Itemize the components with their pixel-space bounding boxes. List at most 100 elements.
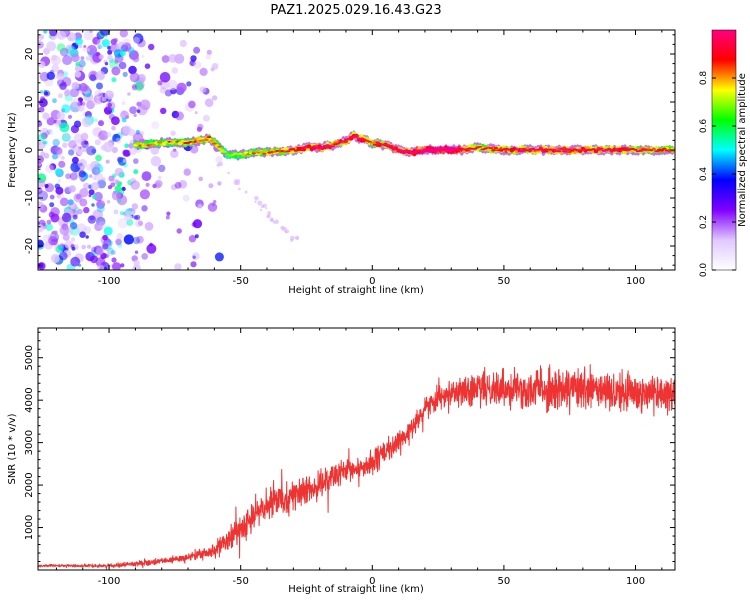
noise-cell	[49, 202, 55, 208]
noise-cell	[117, 242, 123, 248]
noise-cell	[166, 211, 171, 216]
noise-cell	[70, 256, 81, 267]
noise-cell	[38, 155, 44, 164]
noise-cell	[214, 252, 224, 262]
noise-cell	[47, 129, 54, 135]
noise-cell	[83, 92, 94, 102]
ridge-core	[570, 149, 575, 152]
noise-cell	[207, 202, 218, 212]
snr-plot-area	[38, 328, 675, 570]
noise-cell	[119, 211, 125, 216]
noise-cell	[84, 140, 89, 145]
noise-cell	[167, 79, 178, 91]
noise-cell	[194, 111, 198, 115]
noise-cell	[132, 55, 140, 63]
ridge-core	[438, 147, 443, 150]
ridge-core	[625, 149, 630, 152]
noise-cell	[139, 130, 145, 136]
noise-cell	[114, 167, 124, 177]
noise-cell	[160, 107, 167, 115]
noise-cell	[103, 226, 113, 236]
colorbar-axis: 0.0 0.2 0.4 0.6 0.8	[699, 71, 736, 278]
noise-cell	[68, 114, 72, 119]
noise-cell	[56, 194, 61, 199]
noise-cell	[133, 158, 139, 164]
noise-cell	[118, 61, 127, 70]
noise-cell	[61, 212, 72, 223]
noise-cell	[69, 101, 81, 113]
noise-cell	[104, 90, 114, 100]
noise-cell	[227, 171, 230, 175]
ridge-core	[151, 143, 156, 146]
ridge-core	[454, 147, 459, 150]
noise-cell	[49, 194, 55, 200]
noise-cell	[86, 145, 96, 156]
ridge-core	[607, 148, 612, 150]
colorbar-tick-label: 0.2	[699, 215, 709, 229]
noise-cell	[139, 189, 150, 200]
noise-cell	[96, 82, 103, 90]
noise-cell	[65, 44, 75, 54]
noise-cell	[59, 197, 69, 207]
ridge-core	[133, 144, 138, 146]
noise-cell	[61, 156, 65, 160]
ridge-core	[243, 151, 249, 154]
noise-cell	[107, 185, 113, 190]
noise-cell	[170, 130, 176, 136]
noise-cell	[129, 147, 137, 156]
noise-cell	[144, 222, 154, 231]
ridge-core	[614, 148, 620, 151]
ridge-core	[443, 147, 449, 150]
noise-cell	[56, 111, 66, 121]
noise-cell	[68, 149, 75, 156]
ridge-core	[299, 148, 304, 151]
y-tick-label: -10	[24, 190, 35, 206]
noise-cell	[148, 43, 155, 51]
spectrogram-x-label: Height of straight line (km)	[288, 285, 424, 296]
ridge-core	[651, 148, 657, 151]
noise-cell	[146, 243, 157, 254]
noise-cell	[127, 92, 131, 96]
noise-cell	[236, 179, 240, 183]
noise-cell	[178, 180, 188, 189]
noise-cell	[92, 194, 97, 200]
noise-cell	[97, 44, 102, 49]
noise-cell	[259, 208, 263, 212]
noise-cell	[38, 120, 43, 127]
noise-cell	[131, 203, 139, 210]
snr-series-line	[38, 364, 675, 570]
noise-cell	[54, 146, 63, 155]
noise-cell	[211, 95, 218, 101]
noise-cell	[71, 156, 79, 164]
noise-cell	[115, 238, 122, 246]
ridge-core	[285, 150, 291, 153]
noise-cell	[74, 71, 82, 78]
ridge-core	[659, 149, 664, 152]
noise-cell	[62, 55, 73, 66]
noise-cell	[190, 55, 197, 62]
noise-cell	[193, 61, 202, 69]
noise-cell	[71, 53, 80, 63]
noise-cell	[171, 184, 178, 191]
ridge-core	[346, 137, 351, 140]
noise-cell	[80, 132, 89, 141]
noise-cell	[198, 176, 203, 182]
chart-title: PAZ1.2025.029.16.43.G23	[270, 3, 441, 18]
ridge-core	[578, 150, 583, 153]
y-tick-label: -20	[24, 238, 35, 254]
ridge-core	[222, 150, 228, 153]
colorbar-tick-label: 0.0	[699, 263, 709, 278]
noise-cell	[50, 253, 60, 263]
spectrogram-marks	[38, 30, 675, 270]
noise-cell	[88, 189, 95, 196]
noise-cell	[39, 98, 48, 108]
noise-cell	[77, 159, 88, 169]
noise-cell	[94, 222, 103, 231]
y-tick-label: 3000	[24, 430, 35, 455]
noise-cell	[92, 96, 101, 105]
noise-cell	[81, 116, 93, 128]
noise-cell	[124, 143, 129, 148]
noise-cell	[57, 179, 61, 183]
noise-cell	[77, 97, 83, 103]
ridge-core	[559, 147, 564, 150]
